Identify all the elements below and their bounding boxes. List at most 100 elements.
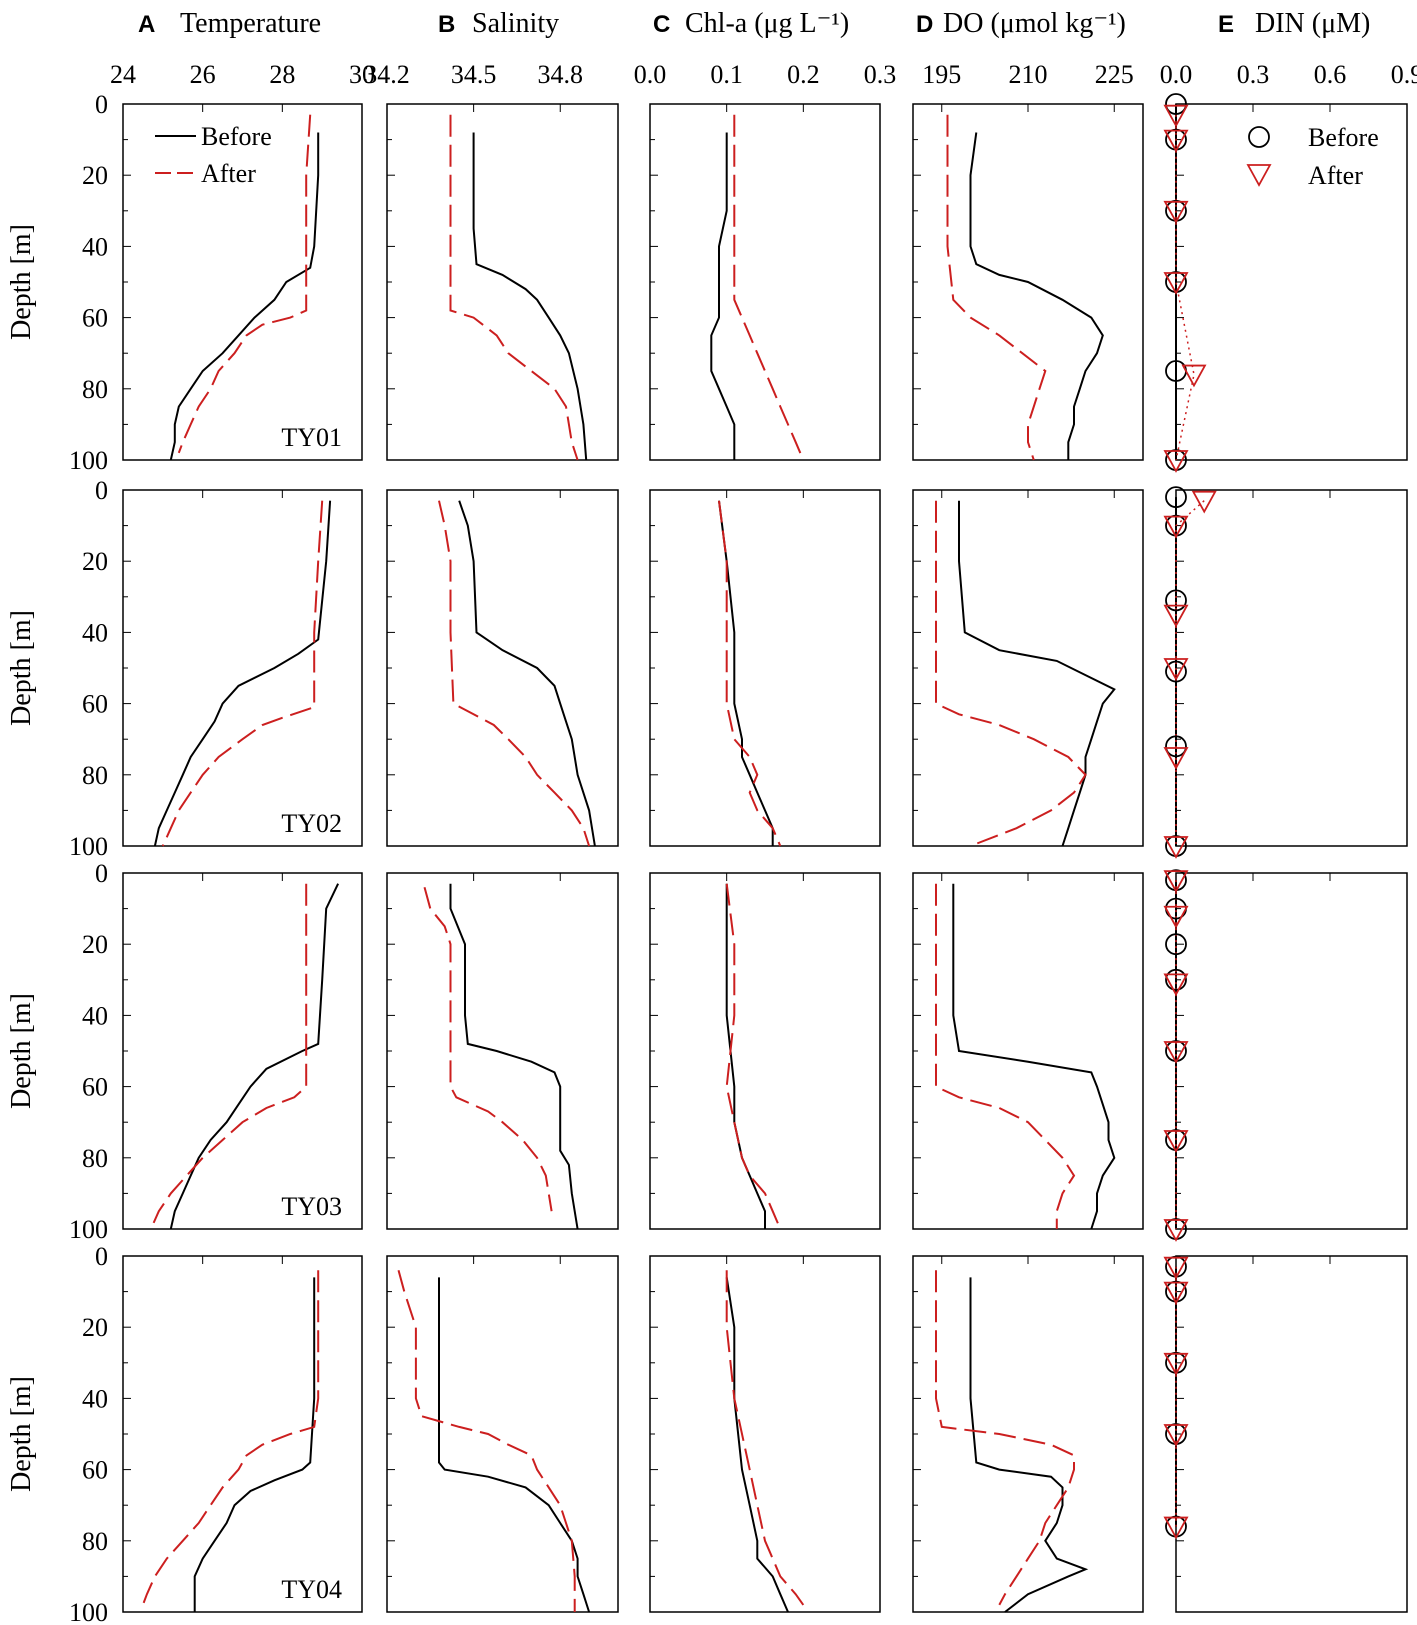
column-title: Chl-a (μg L⁻¹) xyxy=(685,8,849,39)
data-point-after xyxy=(1181,364,1207,388)
x-tick-label: 34.8 xyxy=(538,60,584,89)
column-headers: A Temperature B Salinity C Chl-a (μg L⁻¹) D DO … xyxy=(138,8,1370,39)
legend-after-label: After xyxy=(201,159,256,188)
y-axis-label: Depth [m] xyxy=(6,993,37,1109)
series-line-after xyxy=(733,114,805,461)
series-line-after xyxy=(449,114,579,461)
column-header-e: E DIN (μM) xyxy=(1218,8,1370,39)
panel-salinity-ty02 xyxy=(386,489,619,847)
x-tick-label: 0.0 xyxy=(1160,60,1193,89)
series-line-before xyxy=(169,883,340,1230)
panel-temperature-ty02: TY02 xyxy=(122,489,363,847)
y-tick-label: 40 xyxy=(82,618,108,647)
x-tick-label: 0.3 xyxy=(864,60,897,89)
series-line-before xyxy=(710,132,736,460)
data-point-after xyxy=(1163,129,1189,153)
panel-salinity-ty03 xyxy=(386,872,619,1230)
panel-din-ty02 xyxy=(1163,486,1408,859)
series-line-before xyxy=(725,883,766,1229)
series-line-before xyxy=(718,500,774,846)
column-letter: A xyxy=(138,11,155,38)
series-line-after xyxy=(177,114,312,454)
series-line-after xyxy=(397,1269,576,1612)
series-line-after xyxy=(935,500,1087,847)
data-point-after xyxy=(1163,1352,1189,1376)
panel-frame xyxy=(1175,1255,1408,1613)
x-tick-label: 34.5 xyxy=(451,60,497,89)
y-tick-label: 0 xyxy=(95,1242,108,1271)
series-line-after xyxy=(935,883,1076,1229)
data-point-before xyxy=(1165,486,1187,509)
panel-frame xyxy=(1175,872,1408,1230)
panel-do-ty02 xyxy=(912,489,1144,847)
panel-frame xyxy=(649,489,881,847)
x-tick-label: 0.6 xyxy=(1314,60,1347,89)
y-tick-label: 0 xyxy=(95,90,108,119)
series-line-before xyxy=(438,1277,591,1613)
data-point-after xyxy=(1163,200,1189,224)
data-point-before xyxy=(1165,968,1187,991)
panel-chla-ty02 xyxy=(649,489,881,847)
panel-frame xyxy=(1175,103,1408,461)
x-tick-label: 26 xyxy=(190,60,216,89)
y-tick-label: 0 xyxy=(95,859,108,888)
panel-frame xyxy=(649,103,881,461)
data-point-after xyxy=(1163,747,1189,770)
data-point-after xyxy=(1163,658,1189,681)
y-tick-label: 60 xyxy=(82,304,108,333)
data-point-after xyxy=(1163,1424,1189,1447)
panel-temperature-ty01: TY01 Before After xyxy=(122,103,363,461)
panel-chla-ty04 xyxy=(649,1255,881,1613)
data-point-after xyxy=(1163,870,1189,893)
panel-chla-ty03 xyxy=(649,872,881,1230)
panel-frame xyxy=(912,489,1144,847)
column-letter: D xyxy=(916,11,933,38)
panel-temperature-ty03: TY03 xyxy=(122,872,363,1230)
panel-temperature-ty04: TY04 xyxy=(122,1255,363,1613)
data-point-after xyxy=(1163,272,1189,295)
panel-frame xyxy=(386,872,619,1230)
panel-frame xyxy=(386,103,619,461)
series-line-before xyxy=(958,500,1116,847)
y-tick-label: 60 xyxy=(82,690,108,719)
data-point-after xyxy=(1163,836,1189,859)
series-line-after xyxy=(935,1270,1075,1606)
series-line-before xyxy=(725,1277,789,1613)
series-line-before xyxy=(952,883,1116,1230)
station-label: TY02 xyxy=(281,809,342,838)
column-title: Temperature xyxy=(180,8,321,39)
panel-din-ty03 xyxy=(1163,869,1408,1242)
data-point-before xyxy=(1165,933,1187,956)
panel-frame xyxy=(386,1255,619,1613)
x-tick-label: 30 xyxy=(349,60,375,89)
series-line-after xyxy=(725,1270,805,1606)
legend-after-label: After xyxy=(1308,161,1363,190)
y-tick-label: 100 xyxy=(69,832,108,861)
series-line-after xyxy=(718,500,782,847)
column-title: DIN (μM) xyxy=(1255,8,1370,39)
column-letter: E xyxy=(1218,11,1234,38)
panel-do-ty01 xyxy=(912,103,1144,461)
series-line-before xyxy=(969,1277,1089,1613)
data-point-after xyxy=(1163,1516,1189,1540)
series-line-after xyxy=(161,500,324,847)
x-tick-label: 195 xyxy=(922,60,961,89)
x-tick-label: 210 xyxy=(1009,60,1048,89)
station-label: TY03 xyxy=(281,1192,342,1221)
series-line-before xyxy=(449,883,579,1230)
x-tick-label: 0.0 xyxy=(634,60,667,89)
column-letter: C xyxy=(653,11,670,38)
y-tick-label: 80 xyxy=(82,1144,108,1173)
y-tick-label: 20 xyxy=(82,161,108,190)
data-point-before xyxy=(1165,660,1187,683)
column-header-c: C Chl-a (μg L⁻¹) xyxy=(653,8,849,39)
x-tick-label: 0.9 xyxy=(1391,60,1417,89)
y-tick-label: 80 xyxy=(82,761,108,790)
y-tick-label: 60 xyxy=(82,1456,108,1485)
y-tick-label: 40 xyxy=(82,1384,108,1413)
panel-din-ty04 xyxy=(1163,1255,1408,1613)
series-line-after xyxy=(725,883,782,1230)
panel-salinity-ty01 xyxy=(386,103,619,461)
y-tick-label: 80 xyxy=(82,1527,108,1556)
